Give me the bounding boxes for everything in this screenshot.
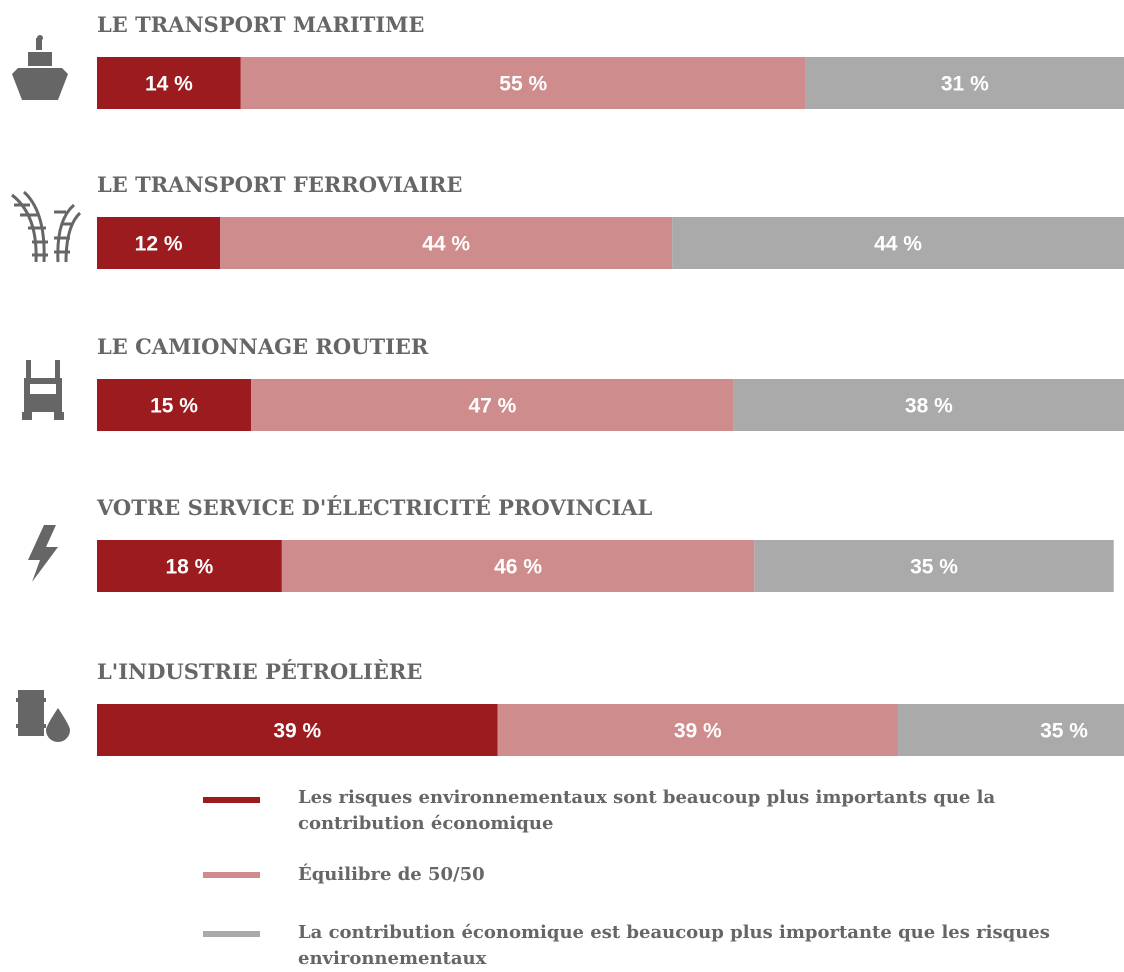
barrel-icon (16, 690, 70, 742)
value-label: 15 % (150, 395, 198, 418)
legend-label: Les risques environnementaux sont beauco… (298, 787, 996, 834)
category-title: VOTRE SERVICE D'ÉLECTRICITÉ PROVINCIAL (96, 495, 652, 520)
value-label: 14 % (145, 73, 193, 96)
ship-icon (12, 35, 68, 100)
category-title: LE TRANSPORT MARITIME (97, 12, 424, 37)
bar-segment (805, 57, 1124, 109)
legend-label: Équilibre de 50/50 (298, 864, 485, 885)
legend-swatch (203, 931, 260, 937)
value-label: 47 % (468, 395, 516, 418)
bar-segment (672, 217, 1124, 269)
bar-segment (220, 217, 673, 269)
category-title: LE TRANSPORT FERROVIAIRE (97, 172, 462, 197)
bars (97, 57, 1124, 756)
category-title: L'INDUSTRIE PÉTROLIÈRE (97, 659, 422, 684)
legend-label: La contribution économique est beaucoup … (298, 922, 1050, 969)
bar-segment (97, 704, 498, 756)
bar-segment (97, 379, 252, 431)
value-label: 44 % (874, 233, 922, 256)
rail-icon (11, 190, 82, 263)
value-label: 18 % (165, 556, 213, 579)
bar-segment (251, 379, 734, 431)
value-label: 31 % (941, 73, 989, 96)
value-label: 39 % (674, 720, 722, 743)
value-label: 55 % (499, 73, 547, 96)
legend-swatch (203, 872, 260, 878)
bar-segment (898, 704, 1124, 756)
bar-segment (240, 57, 806, 109)
bar-segment (97, 217, 221, 269)
bar-segment (97, 57, 241, 109)
value-label: 38 % (905, 395, 953, 418)
icons (11, 35, 82, 742)
value-label: 12 % (135, 233, 183, 256)
bar-segment (733, 379, 1124, 431)
value-label: 35 % (1040, 720, 1088, 743)
value-label: 46 % (494, 556, 542, 579)
value-label: 44 % (422, 233, 470, 256)
legend-swatch (203, 797, 260, 803)
truck-icon (22, 360, 64, 420)
value-label: 39 % (273, 720, 321, 743)
bar-segment (281, 540, 755, 592)
lightning-icon (28, 525, 58, 582)
bar-segment (97, 540, 282, 592)
category-title: LE CAMIONNAGE ROUTIER (97, 334, 429, 359)
bar-segment (754, 540, 1114, 592)
bar-segment (497, 704, 899, 756)
value-label: 35 % (910, 556, 958, 579)
